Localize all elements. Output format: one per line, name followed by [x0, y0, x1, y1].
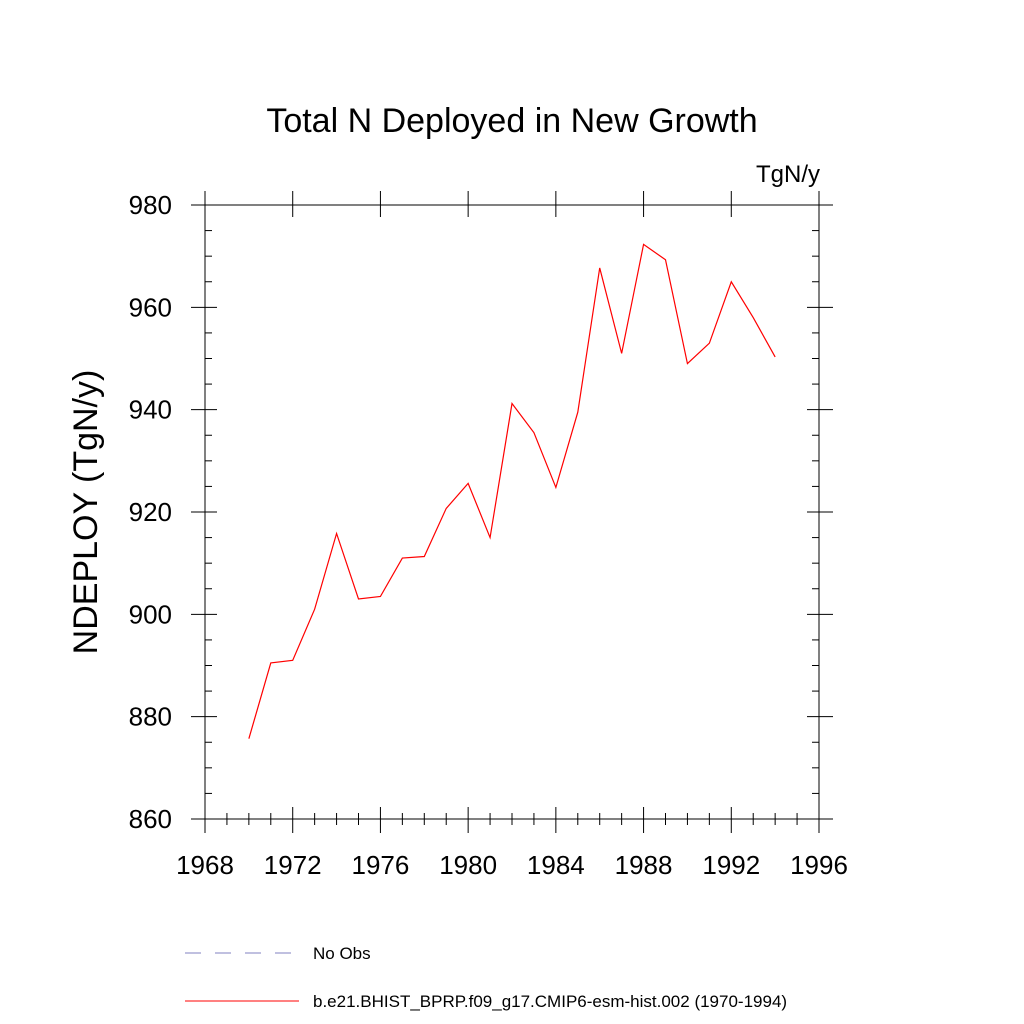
- y-axis-label: NDEPLOY (TgN/y): [67, 370, 105, 655]
- x-tick-label: 1984: [527, 850, 585, 880]
- units-label: TgN/y: [756, 161, 820, 188]
- chart-title: Total N Deployed in New Growth: [266, 102, 757, 140]
- y-tick-labels: 860 880 900 920 940 960 980: [129, 190, 172, 834]
- y-tick-label: 860: [129, 804, 172, 834]
- series-line: [248, 243, 776, 739]
- x-tick-label: 1992: [702, 850, 760, 880]
- y-tick-label: 960: [129, 292, 172, 322]
- x-tick-label: 1972: [264, 850, 322, 880]
- legend: No Obs b.e21.BHIST_BPRP.f09_g17.CMIP6-esm…: [185, 944, 787, 1011]
- y-tick-label: 980: [129, 190, 172, 220]
- y-tick-label: 880: [129, 702, 172, 732]
- y-tick-label: 940: [129, 395, 172, 425]
- x-tick-label: 1988: [615, 850, 673, 880]
- x-tick-label: 1968: [176, 850, 234, 880]
- x-tick-label: 1976: [352, 850, 410, 880]
- axis-ticks: [191, 191, 833, 833]
- legend-label: b.e21.BHIST_BPRP.f09_g17.CMIP6-esm-hist.…: [313, 992, 787, 1011]
- x-tick-labels: 1968 1972 1976 1980 1984 1988 1992 1996: [176, 850, 848, 880]
- legend-label: No Obs: [313, 944, 371, 963]
- y-tick-label: 900: [129, 599, 172, 629]
- x-tick-label: 1980: [439, 850, 497, 880]
- x-tick-label: 1996: [790, 850, 848, 880]
- data-lines: [248, 243, 776, 739]
- y-tick-label: 920: [129, 497, 172, 527]
- plot-frame: [204, 204, 820, 820]
